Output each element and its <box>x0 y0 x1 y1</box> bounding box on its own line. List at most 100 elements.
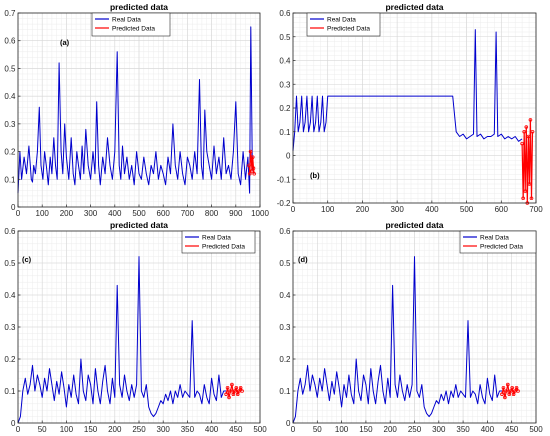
legend-entry: Predicted Data <box>112 26 155 33</box>
x-tick-label: 300 <box>390 205 404 214</box>
legend-entry: Real Data <box>202 235 231 242</box>
y-tick-label: 0.7 <box>4 9 16 18</box>
predicted-point <box>516 389 520 393</box>
y-tick-label: 0.5 <box>4 259 16 268</box>
predicted-point <box>252 171 256 176</box>
x-tick-label: 0 <box>291 205 296 214</box>
panel-label: (c) <box>22 255 32 264</box>
y-tick-label: 0 <box>286 419 291 428</box>
panel-label: (a) <box>60 38 70 47</box>
x-tick-label: 350 <box>456 425 470 434</box>
y-tick-label: 0 <box>11 203 16 212</box>
predicted-point <box>250 155 255 159</box>
chart-panel: 0 100 200 300 400 500 600 700 -0.2 -0.1 0 0.1 0.2 0.3… <box>277 2 544 214</box>
x-tick-label: 100 <box>60 425 74 434</box>
x-tick-label: 100 <box>335 425 349 434</box>
predicted-point <box>240 389 244 393</box>
chart-panel: 0 100 200 300 400 500 600 700 800 900 1000 0 0.1 0.2 0… <box>4 2 269 218</box>
y-tick-label: 0.3 <box>279 323 291 332</box>
predicted-point <box>510 385 514 390</box>
x-tick-label: 100 <box>36 209 50 218</box>
x-tick-label: 300 <box>157 425 171 434</box>
series-real-data <box>292 29 523 151</box>
x-tick-label: 600 <box>157 209 171 218</box>
x-tick-label: 150 <box>359 425 373 434</box>
legend-entry: Predicted Data <box>327 26 370 33</box>
predicted-point <box>234 385 239 390</box>
legend-entry: Real Data <box>480 235 509 242</box>
x-tick-label: 300 <box>432 425 446 434</box>
series-real-data <box>292 256 502 424</box>
x-tick-label: 450 <box>505 425 519 434</box>
y-tick-label: 0.5 <box>279 33 291 42</box>
y-tick-label: 0.4 <box>279 291 291 300</box>
chart-title: predicted data <box>385 220 443 230</box>
legend-box <box>459 230 537 254</box>
predicted-point <box>231 392 236 397</box>
predicted-point <box>227 395 231 400</box>
y-tick-label: 0 <box>286 152 291 161</box>
predicted-point <box>526 134 531 139</box>
panel-label: (b) <box>310 171 320 180</box>
chart-title: predicted data <box>385 2 443 12</box>
legend-entry: Real Data <box>112 17 141 24</box>
predicted-point <box>501 385 506 390</box>
chart-panel: 0 50 100 150 200 250 300 350 400 450 500 0 0.1 0.2 0.3… <box>279 220 543 434</box>
x-tick-label: 800 <box>205 209 219 218</box>
y-tick-label: 0.6 <box>4 37 16 46</box>
y-tick-label: 0.2 <box>279 104 291 113</box>
legend-entry: Real Data <box>327 17 356 24</box>
y-tick-label: 0.2 <box>4 148 16 157</box>
y-tick-label: 0.3 <box>4 120 16 129</box>
predicted-point <box>228 389 233 393</box>
legend-entry: Predicted Data <box>480 244 523 251</box>
predicted-point <box>530 129 535 134</box>
predicted-point <box>511 392 516 397</box>
series-real-data <box>17 26 255 194</box>
predicted-point <box>514 385 519 390</box>
predicted-point <box>528 118 533 122</box>
x-tick-label: 400 <box>108 209 122 218</box>
x-tick-label: 250 <box>408 425 422 434</box>
chart-title: predicted data <box>110 220 168 230</box>
predicted-point <box>507 392 512 397</box>
x-tick-label: 400 <box>481 425 495 434</box>
y-tick-label: 0.1 <box>4 387 16 396</box>
x-tick-label: 200 <box>60 209 74 218</box>
y-tick-label: 0.4 <box>4 291 16 300</box>
predicted-point <box>521 196 525 201</box>
x-tick-label: 450 <box>229 425 243 434</box>
y-tick-label: -0.2 <box>277 199 291 208</box>
x-tick-label: 1000 <box>251 209 269 218</box>
predicted-point <box>508 389 513 393</box>
predicted-point <box>225 385 230 390</box>
x-tick-label: 350 <box>181 425 195 434</box>
y-tick-label: 0.1 <box>279 387 291 396</box>
x-tick-label: 400 <box>425 205 439 214</box>
y-tick-label: 0.4 <box>279 57 291 66</box>
x-tick-label: 600 <box>495 205 509 214</box>
legend-box <box>91 12 171 37</box>
x-tick-label: 300 <box>84 209 98 218</box>
x-tick-label: 0 <box>16 209 21 218</box>
predicted-point <box>238 385 243 390</box>
predicted-point <box>527 182 532 186</box>
x-tick-label: 500 <box>460 205 474 214</box>
predicted-point <box>500 392 504 397</box>
predicted-point <box>235 392 240 397</box>
x-tick-label: 50 <box>313 425 322 434</box>
panel-label: (d) <box>298 255 308 264</box>
predicted-point <box>233 389 237 393</box>
predicted-point <box>249 158 254 162</box>
series-real-data <box>17 256 227 424</box>
predicted-point <box>524 125 529 129</box>
x-tick-label: 250 <box>132 425 146 434</box>
predicted-point <box>522 129 526 134</box>
x-tick-label: 900 <box>229 209 243 218</box>
x-tick-label: 200 <box>108 425 122 434</box>
x-tick-label: 700 <box>181 209 195 218</box>
x-tick-label: 500 <box>253 425 267 434</box>
x-tick-label: 400 <box>205 425 219 434</box>
y-tick-label: 0.4 <box>4 92 16 101</box>
predicted-point <box>523 189 528 193</box>
